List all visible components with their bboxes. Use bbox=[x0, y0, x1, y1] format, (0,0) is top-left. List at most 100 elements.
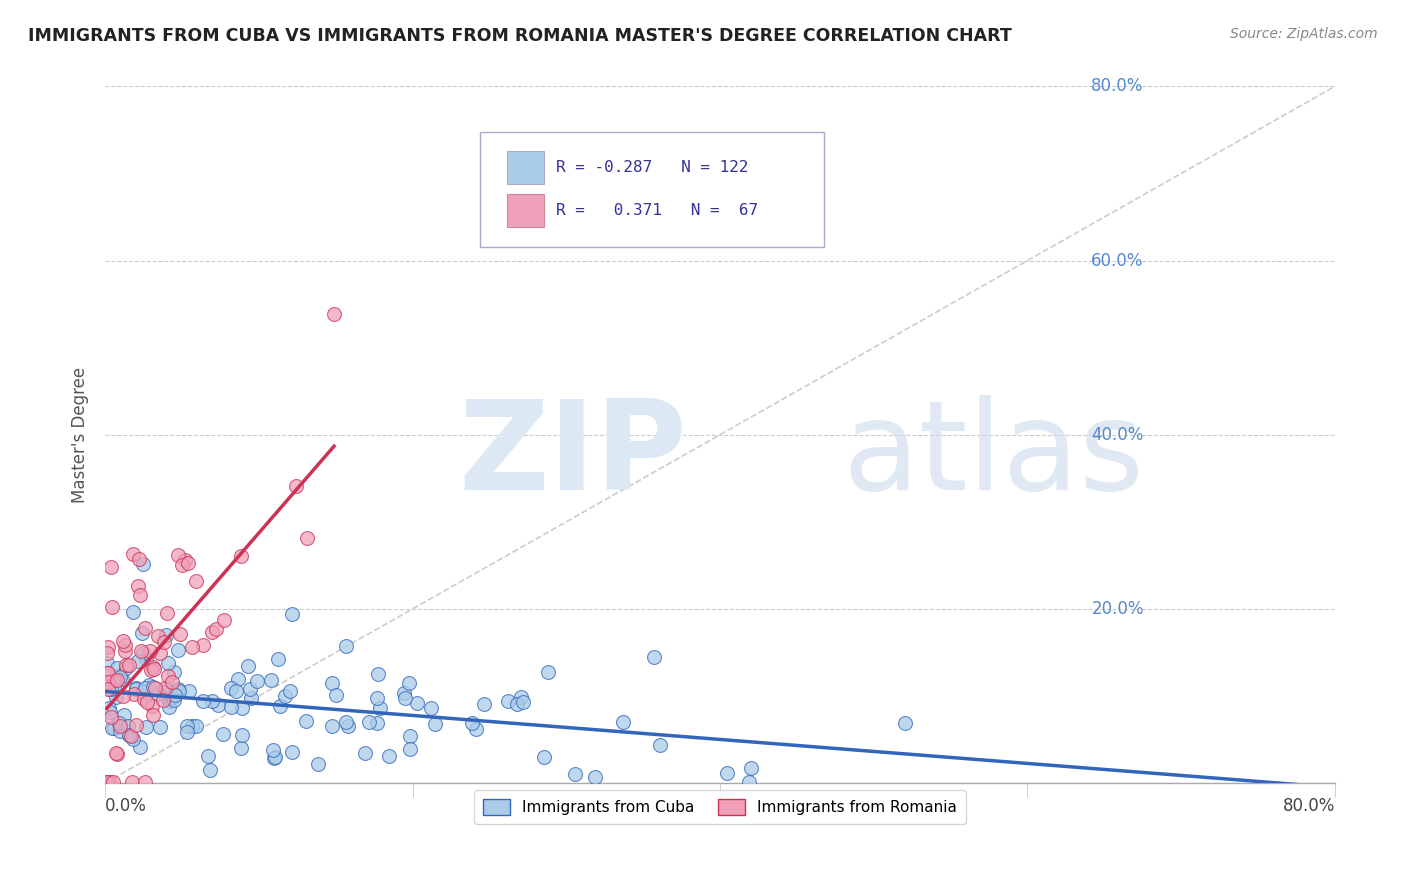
Point bbox=[176, 725, 198, 739]
Point bbox=[114, 644, 136, 658]
Point bbox=[172, 558, 194, 573]
Point bbox=[378, 748, 401, 763]
Point bbox=[132, 692, 155, 706]
Point bbox=[321, 719, 343, 733]
Point bbox=[184, 574, 207, 588]
Point bbox=[297, 531, 319, 545]
Point bbox=[219, 681, 242, 695]
Point bbox=[263, 751, 285, 765]
Point bbox=[98, 775, 121, 789]
Point bbox=[307, 757, 329, 772]
Point bbox=[180, 719, 202, 733]
Y-axis label: Master's Degree: Master's Degree bbox=[72, 367, 89, 503]
Point bbox=[335, 639, 357, 653]
Point bbox=[96, 647, 118, 661]
Point bbox=[97, 682, 120, 697]
Point bbox=[127, 578, 149, 592]
Point bbox=[142, 680, 165, 694]
Point bbox=[156, 606, 179, 620]
Point bbox=[366, 690, 388, 705]
Point bbox=[131, 685, 153, 699]
Point bbox=[153, 681, 176, 696]
Point bbox=[163, 688, 186, 702]
Point bbox=[135, 652, 157, 666]
Point bbox=[146, 687, 169, 701]
Point bbox=[284, 479, 307, 493]
Point bbox=[169, 684, 191, 698]
Point bbox=[533, 749, 555, 764]
Point bbox=[139, 663, 162, 677]
Text: ZIP: ZIP bbox=[458, 395, 686, 516]
Point bbox=[115, 660, 138, 674]
Point bbox=[157, 700, 180, 714]
Point bbox=[111, 633, 134, 648]
Point bbox=[294, 714, 316, 728]
Text: 20.0%: 20.0% bbox=[1091, 600, 1144, 618]
Point bbox=[115, 658, 138, 673]
Bar bbox=[508, 151, 544, 184]
Point bbox=[96, 656, 118, 670]
Point bbox=[160, 684, 183, 698]
Point bbox=[156, 669, 179, 683]
Point bbox=[191, 638, 214, 652]
Point bbox=[512, 695, 534, 709]
Legend: Immigrants from Cuba, Immigrants from Romania: Immigrants from Cuba, Immigrants from Ro… bbox=[474, 789, 966, 824]
Point bbox=[122, 605, 145, 619]
Point bbox=[107, 669, 129, 683]
Point bbox=[122, 687, 145, 701]
Point bbox=[143, 662, 166, 676]
Point bbox=[142, 708, 165, 723]
Point bbox=[262, 743, 284, 757]
Point bbox=[169, 627, 191, 641]
Point bbox=[335, 714, 357, 729]
Point bbox=[149, 646, 172, 660]
Point bbox=[96, 665, 118, 680]
Point bbox=[118, 728, 141, 742]
Text: 80.0%: 80.0% bbox=[1091, 78, 1143, 95]
Point bbox=[111, 689, 134, 703]
Point bbox=[398, 742, 420, 756]
Point bbox=[100, 710, 122, 724]
Point bbox=[564, 767, 586, 781]
Point bbox=[157, 694, 180, 708]
Point bbox=[173, 553, 195, 567]
Point bbox=[357, 714, 380, 729]
Text: 40.0%: 40.0% bbox=[1091, 425, 1143, 443]
Point bbox=[121, 775, 143, 789]
Point bbox=[152, 693, 174, 707]
Point bbox=[406, 696, 429, 710]
Text: 0.0%: 0.0% bbox=[105, 797, 148, 815]
Point bbox=[205, 622, 228, 636]
Point bbox=[419, 701, 441, 715]
Point bbox=[260, 673, 283, 687]
FancyBboxPatch shape bbox=[481, 132, 824, 247]
Point bbox=[108, 716, 131, 731]
Point bbox=[893, 715, 915, 730]
Point bbox=[212, 613, 235, 627]
Point bbox=[738, 775, 761, 789]
Point bbox=[229, 741, 252, 756]
Point bbox=[125, 718, 148, 732]
Point bbox=[423, 717, 446, 731]
Point bbox=[129, 588, 152, 602]
Point bbox=[96, 775, 118, 789]
Point bbox=[152, 685, 174, 699]
Text: atlas: atlas bbox=[844, 395, 1144, 516]
Point bbox=[394, 691, 416, 706]
Point bbox=[274, 690, 297, 704]
Point bbox=[132, 646, 155, 660]
Point bbox=[398, 676, 420, 690]
Point bbox=[96, 640, 118, 654]
Point bbox=[166, 681, 188, 696]
Point bbox=[100, 560, 122, 574]
Point bbox=[129, 644, 152, 658]
Point bbox=[100, 600, 122, 615]
Point bbox=[461, 716, 484, 731]
Point bbox=[108, 719, 131, 733]
Point bbox=[197, 748, 219, 763]
Point bbox=[134, 681, 156, 696]
Point bbox=[176, 719, 198, 733]
Point bbox=[104, 746, 127, 760]
Point bbox=[135, 695, 157, 709]
Point bbox=[465, 723, 488, 737]
